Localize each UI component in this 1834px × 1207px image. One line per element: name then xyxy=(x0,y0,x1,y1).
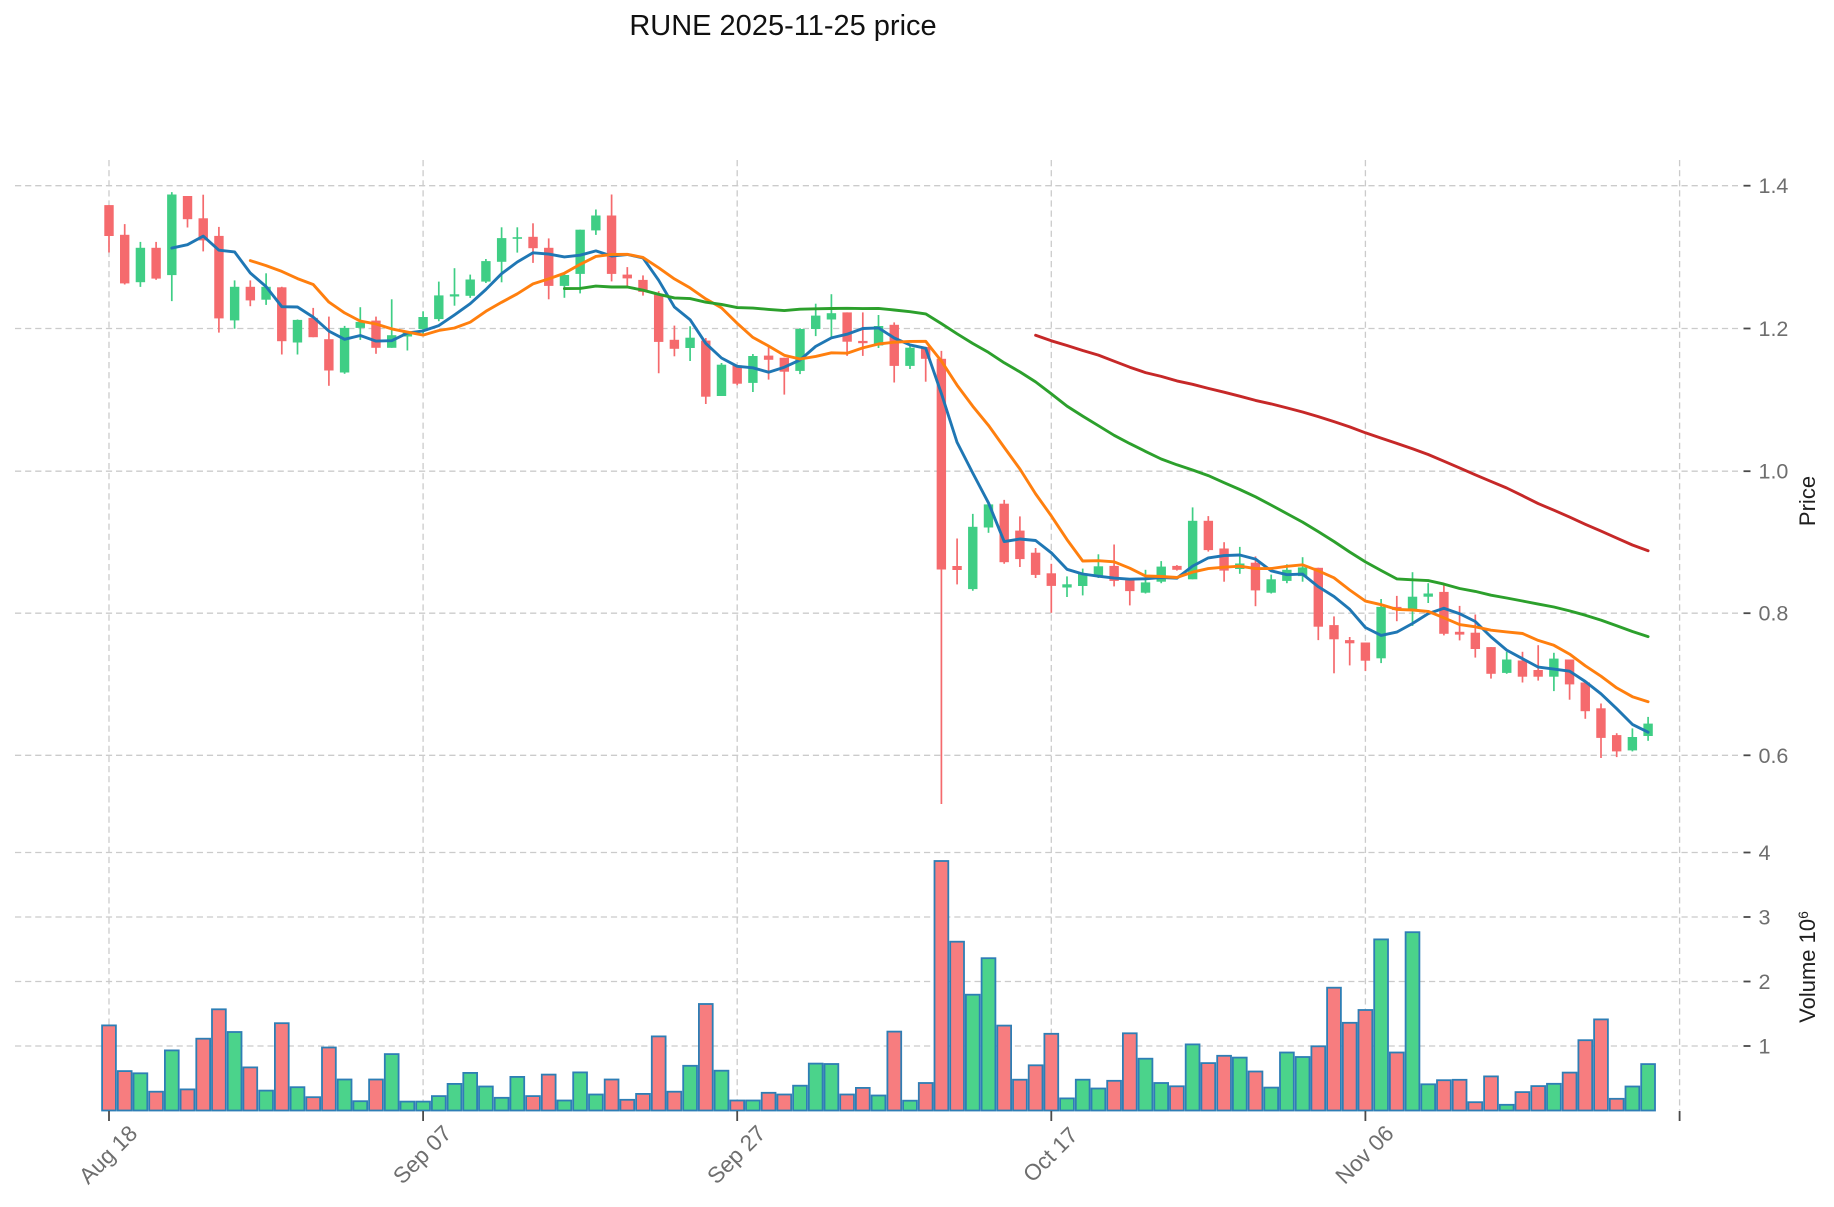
svg-text:1.4: 1.4 xyxy=(1759,174,1789,198)
svg-text:4: 4 xyxy=(1759,841,1771,865)
svg-text:RUNE 2025-11-25 price: RUNE 2025-11-25 price xyxy=(629,10,936,42)
svg-text:0.6: 0.6 xyxy=(1759,744,1789,768)
svg-text:1.0: 1.0 xyxy=(1759,460,1789,484)
svg-text:Volume 106: Volume 106 xyxy=(1795,911,1820,1023)
svg-text:3: 3 xyxy=(1759,906,1771,930)
svg-text:1.2: 1.2 xyxy=(1759,317,1789,341)
svg-text:Price: Price xyxy=(1795,476,1820,526)
svg-text:1: 1 xyxy=(1759,1035,1771,1059)
svg-text:2: 2 xyxy=(1759,970,1771,994)
svg-text:0.8: 0.8 xyxy=(1759,602,1789,626)
